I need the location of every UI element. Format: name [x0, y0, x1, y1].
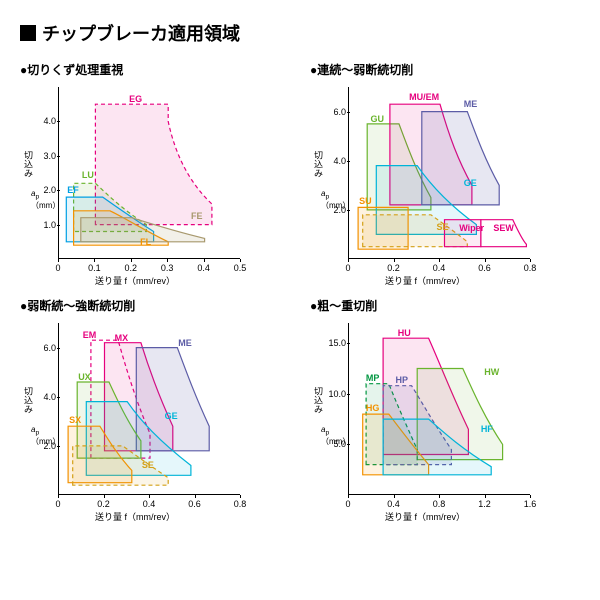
region-label-lu: LU [81, 170, 95, 180]
y-tick: 4.0 [328, 156, 346, 166]
x-tick: 0.8 [524, 263, 537, 273]
y-tick: 4.0 [38, 116, 56, 126]
x-tick: 0.4 [143, 499, 156, 509]
region-label-me: ME [177, 338, 193, 348]
x-tick: 0.2 [387, 263, 400, 273]
x-tick: 0.2 [97, 499, 110, 509]
region-label-ge: GE [164, 411, 179, 421]
y-tick: 3.0 [38, 151, 56, 161]
y-tick: 15.0 [328, 338, 346, 348]
chart: 切込みap（mm）送り量 f（mm/rev）EMMXMEUXGESXSE2.04… [20, 318, 250, 523]
chart-panel: ●粗～重切削切込みap（mm）送り量 f（mm/rev）HUHWMPHPHGHF… [310, 297, 580, 523]
region-label-me: ME [463, 99, 479, 109]
region-label-sew: SEW [492, 223, 515, 233]
panel-title: ●連続～弱断続切削 [310, 61, 580, 78]
region-label-hf: HF [480, 424, 494, 434]
y-tick: 4.0 [38, 392, 56, 402]
y-axis-label: 切込み [22, 387, 35, 414]
region-label-su: SU [358, 196, 373, 206]
plot-area: GU MU/EM ME GE SU SE Wiper SEW [348, 87, 530, 259]
region-label-wiper: Wiper [458, 223, 485, 233]
plot-area: HU HW MP HP HG HF [348, 323, 530, 495]
region-label-ge: GE [463, 178, 478, 188]
x-tick: 0.4 [433, 263, 446, 273]
region-label-hw: HW [483, 367, 500, 377]
region-label-eg: EG [128, 94, 143, 104]
main-title: チップブレーカ適用領域 [20, 20, 580, 46]
y-axis-label: 切込み [22, 151, 35, 178]
x-axis-label: 送り量 f（mm/rev） [95, 510, 175, 523]
region-label-fe: FE [190, 211, 204, 221]
x-axis-label: 送り量 f（mm/rev） [385, 510, 465, 523]
region-label-fl: FL [139, 237, 152, 247]
y-tick: 2.0 [328, 205, 346, 215]
panel-title: ●切りくず処理重視 [20, 61, 290, 78]
y-tick: 2.0 [38, 185, 56, 195]
x-tick: 0 [55, 499, 60, 509]
plot-area: EG LUEF FL FE [58, 87, 240, 259]
panel-title: ●弱断続～強断続切削 [20, 297, 290, 314]
x-axis-label: 送り量 f（mm/rev） [95, 274, 175, 287]
region-label-hu: HU [397, 328, 412, 338]
region-label-gu: GU [369, 114, 385, 124]
y-tick: 6.0 [328, 107, 346, 117]
panel-title: ●粗～重切削 [310, 297, 580, 314]
x-tick: 0 [345, 263, 350, 273]
region-label-hg: HG [365, 403, 381, 413]
chart: 切込みap（mm）送り量 f（mm/rev）GUMU/EMMEGESUSEWip… [310, 82, 540, 287]
region-label-se: SE [141, 460, 155, 470]
y-tick: 10.0 [328, 389, 346, 399]
x-tick: 0.6 [478, 263, 491, 273]
x-tick: 0.4 [197, 263, 210, 273]
x-axis-label: 送り量 f（mm/rev） [385, 274, 465, 287]
region-label-sx: SX [68, 415, 82, 425]
y-tick: 5.0 [328, 439, 346, 449]
x-tick: 1.6 [524, 499, 537, 509]
chart-grid: ●切りくず処理重視切込みap（mm）送り量 f（mm/rev）EGLUEFFLF… [20, 61, 580, 523]
x-tick: 0 [345, 499, 350, 509]
chart-panel: ●弱断続～強断続切削切込みap（mm）送り量 f（mm/rev）EMMXMEUX… [20, 297, 290, 523]
y-tick: 2.0 [38, 441, 56, 451]
region-label-mx: MX [114, 333, 130, 343]
x-tick: 0.4 [387, 499, 400, 509]
y-tick: 1.0 [38, 220, 56, 230]
plot-area: EM MX ME UX GE SX SE [58, 323, 240, 495]
region-label-ef: EF [66, 185, 80, 195]
y-axis-label: 切込み [312, 151, 325, 178]
x-tick: 0.1 [88, 263, 101, 273]
region-label-se: SE [435, 222, 449, 232]
x-tick: 0.3 [161, 263, 174, 273]
chart-panel: ●切りくず処理重視切込みap（mm）送り量 f（mm/rev）EGLUEFFLF… [20, 61, 290, 287]
x-tick: 0 [55, 263, 60, 273]
title-square-icon [20, 25, 36, 41]
region-label-em: EM [82, 330, 98, 340]
x-tick: 0.8 [234, 499, 247, 509]
region-label-mu/em: MU/EM [408, 92, 440, 102]
x-tick: 1.2 [478, 499, 491, 509]
region-label-ux: UX [77, 372, 92, 382]
y-tick: 6.0 [38, 343, 56, 353]
x-tick: 0.8 [433, 499, 446, 509]
x-tick: 0.6 [188, 499, 201, 509]
region-label-hp: HP [395, 375, 410, 385]
main-title-text: チップブレーカ適用領域 [42, 20, 240, 46]
x-tick: 0.5 [234, 263, 247, 273]
chart: 切込みap（mm）送り量 f（mm/rev）HUHWMPHPHGHF5.010.… [310, 318, 540, 523]
y-axis-label: 切込み [312, 387, 325, 414]
x-tick: 0.2 [125, 263, 138, 273]
chart-panel: ●連続～弱断続切削切込みap（mm）送り量 f（mm/rev）GUMU/EMME… [310, 61, 580, 287]
region-label-mp: MP [365, 373, 381, 383]
chart: 切込みap（mm）送り量 f（mm/rev）EGLUEFFLFE1.02.03.… [20, 82, 250, 287]
